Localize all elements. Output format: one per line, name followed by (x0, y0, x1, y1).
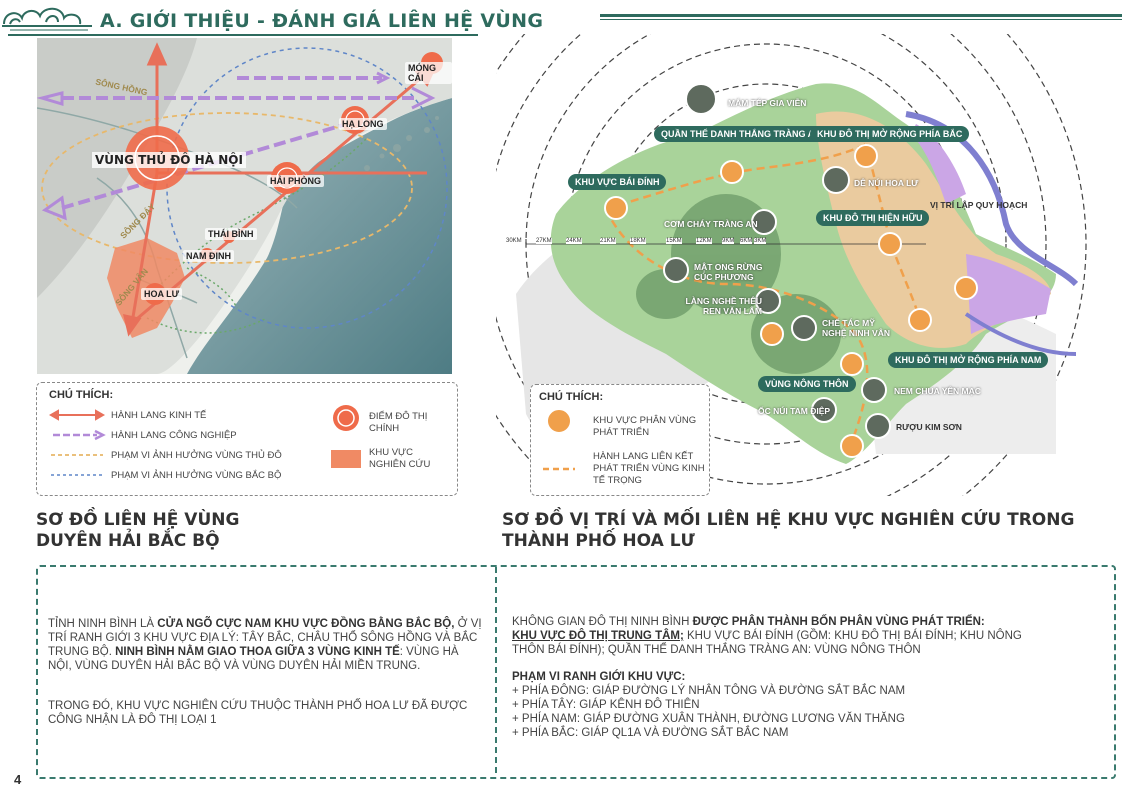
legend-study-area-swatch (331, 450, 361, 468)
right-section-title-line1: SƠ ĐỒ VỊ TRÍ VÀ MỐI LIÊN HỆ KHU VỰC NGHI… (502, 510, 1075, 530)
info-right-p1-b: ĐƯỢC PHÂN THÀNH BỐN PHÂN VÙNG PHÁT TRIỂN… (692, 616, 985, 628)
info-right-paragraph-1: KHÔNG GIAN ĐÔ THỊ NINH BÌNH ĐƯỢC PHÂN TH… (512, 615, 1032, 657)
legend-item-economic-corridor: HÀNH LANG KINH TẾ (111, 410, 207, 421)
product-che-tac: CHẾ TÁC MỸ NGHỆ NINH VÂN (822, 318, 891, 338)
zone-trang-an: QUẦN THỂ DANH THẮNG TRÀNG AN (654, 126, 828, 142)
planning-position-label: VỊ TRÍ LẬP QUY HOẠCH (930, 200, 1028, 210)
boundary-item-east: + PHÍA ĐÔNG: GIÁP ĐƯỜNG LÝ NHÂN TÔNG VÀ … (512, 685, 906, 697)
left-section-title-line2: DUYÊN HẢI BẮC BỘ (36, 531, 220, 551)
city-nam-dinh: NAM ĐỊNH (183, 250, 234, 262)
info-left-p1-b: CỬA NGÕ CỰC NAM KHU VỰC ĐỒNG BẰNG BẮC BỘ… (157, 618, 455, 630)
info-right-p1-a: KHÔNG GIAN ĐÔ THỊ NINH BÌNH (512, 616, 693, 628)
info-left-p1-c: Ở VỊ TRÍ RANH GIỚI 3 KHU VỰC ĐỊA LÝ: TÂY… (48, 618, 482, 658)
scale-label-18km: 18KM (630, 238, 646, 244)
boundary-item-north: + PHÍA BẮC: GIÁP QL1A VÀ ĐƯỜNG SẮT BẮC N… (512, 727, 789, 739)
info-left-p1-a: TỈNH NINH BÌNH LÀ (48, 618, 158, 630)
info-right-p1-c: KHU VỰC ĐÔ THỊ TRUNG TÂM; (512, 630, 684, 642)
boundary-title: PHẠM VI RANH GIỚI KHU VỰC: (512, 670, 1032, 684)
product-nem-chua: NEM CHUA YÊN MẠC (894, 386, 981, 396)
page-title: A. GIỚI THIỆU - ĐÁNH GIÁ LIÊN HỆ VÙNG (100, 10, 544, 32)
header-rule (8, 34, 478, 36)
city-hai-phong: HẢI PHÒNG (267, 175, 325, 187)
product-mam-tep: MẮM TÉP GIA VIỄN (728, 98, 807, 108)
scale-label-15km: 15KM (666, 238, 682, 244)
header-rule-right (600, 14, 1122, 17)
header-rule-right-thin (600, 19, 1122, 20)
city-hoa-lu: HOA LƯ (141, 288, 183, 300)
product-ruou: RƯỢU KIM SƠN (896, 422, 962, 432)
legend-title: CHÚ THÍCH: (49, 389, 114, 401)
left-section-title-line1: SƠ ĐỒ LIÊN HỆ VÙNG (36, 510, 240, 530)
legend-symbols (49, 409, 106, 476)
scale-label-21km: 21KM (600, 238, 616, 244)
info-left-paragraph-1: TỈNH NINH BÌNH LÀ CỬA NGÕ CỰC NAM KHU VỰ… (48, 617, 484, 673)
city-legend-item-corridor: HÀNH LANG LIÊN KẾT PHÁT TRIỂN VÙNG KINH … (593, 451, 705, 486)
legend-item-industrial-corridor: HÀNH LANG CÔNG NGHIỆP (111, 430, 237, 441)
zone-bai-dinh: KHU VỰC BÁI ĐÍNH (568, 174, 667, 190)
legend-item-study-area: KHU VỰC NGHIÊN CỨU (369, 447, 431, 470)
city-ha-long: HẠ LONG (339, 118, 387, 130)
scale-label-12km: 12KM (696, 238, 712, 244)
info-left-p1-d: NINH BÌNH NẰM GIAO THOA GIỮA 3 VÙNG KINH… (115, 646, 400, 658)
info-box (36, 565, 1116, 779)
zone-rural: VÙNG NÔNG THÔN (758, 376, 856, 392)
regional-map: SÔNG HỒNG SÔNG ĐÁY SÔNG VÂN VÙNG THỦ ĐÔ … (37, 38, 452, 374)
scale-label-3km: 3KM (754, 238, 767, 244)
legend-city-point-icon (333, 405, 359, 431)
zone-existing-urban: KHU ĐÔ THỊ HIỆN HỮU (816, 210, 930, 226)
boundary-item-south: + PHÍA NAM: GIÁP ĐƯỜNG XUÂN THÀNH, ĐƯỜNG… (512, 713, 905, 725)
product-thieu-ren: LÀNG NGHỀ THÊU REN VĂN LÂM (685, 296, 763, 316)
scale-label-6km: 6KM (740, 238, 753, 244)
city-legend-symbols (543, 408, 575, 471)
boundary-item-west: + PHÍA TÂY: GIÁP KÊNH ĐÔ THIÊN (512, 699, 700, 711)
zone-north-expansion: KHU ĐÔ THỊ MỞ RỘNG PHÍA BẮC (810, 126, 970, 142)
city-map: 30KM 27KM 24KM 21KM 18KM 15KM 12KM 9KM 6… (496, 34, 1088, 496)
city-map-legend: CHÚ THÍCH: KHU VỰC PHÂN VÙNG PHÁT TRIỂN … (530, 384, 710, 496)
city-mong-cai: MÓNG CÁI (405, 62, 452, 84)
product-de-nui: DÊ NÚI HOA LƯ (854, 178, 919, 188)
header-ornament (0, 2, 95, 34)
legend-item-capital-influence: PHẠM VI ẢNH HƯỞNG VÙNG THỦ ĐÔ (111, 450, 282, 461)
scale-label-27km: 27KM (536, 238, 552, 244)
boundary-title-text: PHẠM VI RANH GIỚI KHU VỰC: (512, 671, 686, 683)
page-number: 4 (14, 772, 22, 787)
product-oc-nui: ỐC NÚI TAM ĐIỆP (758, 406, 831, 416)
legend-item-northern-influence: PHẠM VI ẢNH HƯỞNG VÙNG BẮC BỘ (111, 470, 282, 481)
left-section-title: SƠ ĐỒ LIÊN HỆ VÙNG DUYÊN HẢI BẮC BỘ (36, 510, 239, 552)
capital-region-label: VÙNG THỦ ĐÔ HÀ NỘI (92, 152, 246, 168)
right-section-title: SƠ ĐỒ VỊ TRÍ VÀ MỐI LIÊN HỆ KHU VỰC NGHI… (502, 510, 1074, 552)
regional-map-legend: CHÚ THÍCH: HÀNH LANG KINH TẾ HÀNH LANG C… (36, 382, 458, 496)
scale-label-24km: 24KM (566, 238, 582, 244)
city-legend-title: CHÚ THÍCH: (539, 391, 604, 403)
info-right-p1-d: KHU VỰC BÁI ĐÍNH (GỒM: KHU ĐÔ THỊ BÁI ĐÍ… (512, 630, 1022, 656)
info-left-p1-e: : VÙNG HÀ NỘI, VÙNG DUYÊN HẢI BẮC BỘ VÀ … (48, 646, 459, 672)
city-thai-binh: THÁI BÌNH (205, 228, 257, 240)
info-box-divider (495, 567, 497, 773)
legend-item-city-point: ĐIỂM ĐÔ THỊ CHÍNH (369, 411, 428, 434)
city-legend-item-zone: KHU VỰC PHÂN VÙNG PHÁT TRIỂN (593, 415, 697, 438)
scale-label-9km: 9KM (722, 238, 735, 244)
product-mat-ong: MẬT ONG RỪNG CÚC PHƯƠNG (694, 262, 763, 282)
right-section-title-line2: THÀNH PHỐ HOA LƯ (502, 531, 695, 551)
info-left-paragraph-2: TRONG ĐÓ, KHU VỰC NGHIÊN CỨU THUỘC THÀNH… (48, 700, 468, 726)
scale-label-30km: 30KM (506, 238, 522, 244)
product-com-chay: CƠM CHÁY TRÀNG AN (664, 219, 758, 229)
zone-south-expansion: KHU ĐÔ THỊ MỞ RỘNG PHÍA NAM (888, 352, 1049, 368)
